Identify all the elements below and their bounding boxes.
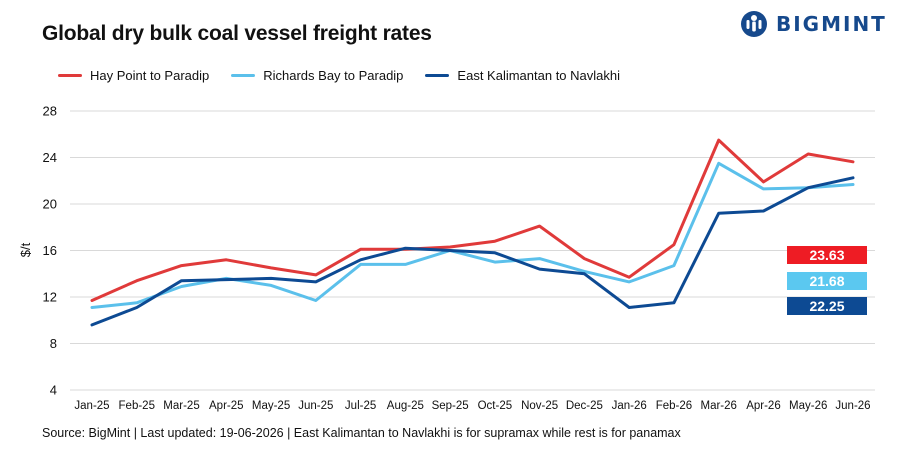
legend-swatch-east-kalimantan	[425, 74, 450, 77]
y-tick-label: 28	[43, 104, 57, 119]
x-tick-label: Jun-26	[835, 400, 870, 412]
chart-footer-source: Source: BigMint | Last updated: 19-06-20…	[42, 426, 681, 440]
x-tick-label: Apr-26	[746, 400, 781, 412]
series-line-0	[90, 138, 855, 302]
legend-swatch-richards-bay	[231, 74, 256, 77]
x-tick-label: Sep-25	[432, 400, 469, 412]
x-tick-label: Feb-25	[119, 400, 155, 412]
legend-item-hay-point: Hay Point to Paradip	[58, 68, 209, 83]
series-lines	[90, 138, 855, 327]
y-tick-label: 8	[50, 336, 57, 351]
x-tick-label: Oct-25	[478, 400, 513, 412]
x-tick-label: Aug-25	[387, 400, 424, 412]
x-tick-label: Jan-26	[612, 400, 647, 412]
end-label-box	[787, 246, 867, 264]
x-tick-label: Mar-25	[163, 400, 199, 412]
series-line-1	[90, 161, 855, 309]
chart-legend: Hay Point to Paradip Richards Bay to Par…	[58, 68, 642, 83]
end-label-box	[787, 297, 867, 315]
bigmint-logo-icon	[741, 11, 767, 37]
x-tick-label: Jul-25	[345, 400, 376, 412]
x-tick-label: Dec-25	[566, 400, 603, 412]
y-tick-labels: 4 8 12 16 20 24 28	[43, 104, 57, 398]
end-label-1: 21.68	[787, 272, 867, 290]
x-tick-label: Feb-26	[656, 400, 692, 412]
y-tick-label: 24	[43, 150, 57, 165]
series-line-2	[90, 176, 855, 327]
y-tick-label: 16	[43, 243, 57, 258]
end-label-0: 23.63	[787, 246, 867, 264]
brand-name: BIGMINT	[776, 12, 887, 36]
legend-label-hay-point: Hay Point to Paradip	[90, 68, 210, 83]
x-tick-label: Nov-25	[521, 400, 558, 412]
end-label-2: 22.25	[787, 297, 867, 315]
end-label-text: 22.25	[809, 298, 844, 314]
x-tick-label: Mar-26	[700, 400, 736, 412]
y-axis-label: $/t	[18, 242, 33, 257]
legend-swatch-hay-point	[58, 74, 82, 77]
end-value-labels: 23.63 21.68 22.25	[787, 246, 867, 315]
y-tick-label: 4	[50, 383, 57, 398]
end-label-text: 23.63	[809, 247, 844, 263]
x-tick-label: Jan-25	[74, 400, 109, 412]
x-tick-label: May-25	[252, 400, 290, 412]
end-label-box	[787, 272, 867, 290]
x-tick-labels: Jan-25 Feb-25 Mar-25 Apr-25 May-25 Jun-25 Jul-…	[74, 400, 870, 412]
grid-lines	[70, 110, 875, 391]
x-tick-label: May-26	[789, 400, 827, 412]
line-chart: 4 8 12 16 20 24 28 Jan-25 Feb-25 Mar-25 Apr-25 May…	[18, 104, 875, 412]
y-tick-label: 20	[43, 197, 57, 212]
legend-label-east-kalimantan: East Kalimantan to Navlakhi	[457, 68, 621, 83]
legend-label-richards-bay: Richards Bay to Paradip	[263, 68, 404, 83]
y-tick-label: 12	[43, 290, 57, 305]
x-tick-label: Jun-25	[298, 400, 333, 412]
brand-logo: BIGMINT	[740, 8, 890, 40]
legend-item-east-kalimantan: East Kalimantan to Navlakhi	[425, 68, 620, 83]
chart-title: Global dry bulk coal vessel freight rate…	[42, 22, 432, 45]
legend-item-richards-bay: Richards Bay to Paradip	[231, 68, 403, 83]
x-tick-label: Apr-25	[209, 400, 244, 412]
end-label-text: 21.68	[809, 273, 844, 289]
